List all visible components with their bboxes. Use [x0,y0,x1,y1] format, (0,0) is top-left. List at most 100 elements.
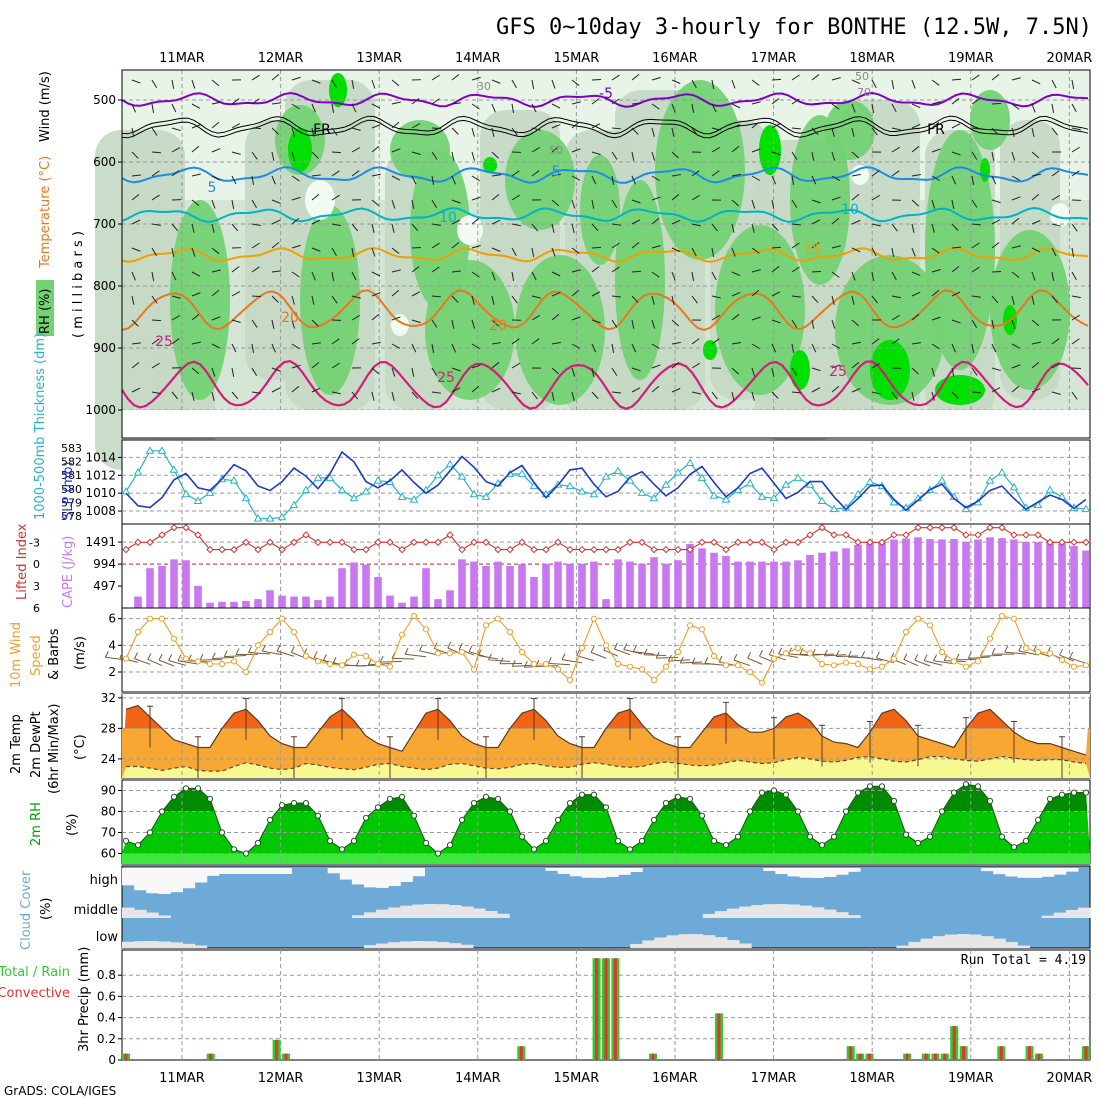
rh-point [1046,795,1054,803]
wind-barb [191,79,196,89]
wind-speed-point [590,615,598,622]
li-point [902,531,910,539]
temp-contour-15 [121,246,1089,263]
pressure-tick-label: 500 [93,93,116,107]
wind-barb [711,170,720,177]
rh-point [878,783,886,790]
wind-barb-10m [836,655,859,658]
wind-barb [731,391,735,401]
cloud-high-clear [763,868,776,871]
cloud-middle-clear [400,905,413,918]
wind-barb [851,388,861,393]
li-point [1046,538,1054,546]
wind-barb [231,98,240,105]
wind-barb [851,361,860,369]
wind-barb [571,316,581,321]
cloud-high-clear [182,868,196,889]
date-label-bottom: 19MAR [948,1071,994,1086]
cloud-middle-clear [424,904,438,918]
cape-bar [746,561,754,608]
wind-barb [651,245,661,249]
wind-barb [371,367,380,375]
wind-barb-tick [967,652,972,659]
wind-barb [1031,79,1041,85]
li-point [974,531,982,539]
date-label-top: 15MAR [554,51,600,66]
wind-barb [371,292,381,297]
wind-ticks: 6 4 2 [108,612,122,679]
rh-region-bright [329,73,347,107]
wind-barb [951,391,959,399]
cloud-middle-clear [775,904,788,918]
wind-barb [431,74,440,81]
date-label-top: 12MAR [258,51,304,66]
thickness-point [409,495,419,503]
wind-barb [871,247,877,257]
contour-label: 20 [281,310,299,326]
wind-barb-tick [313,651,318,658]
wind-barb [351,103,357,113]
wind-barb-tick [147,653,152,660]
wind-barb [931,289,940,297]
rh-point [182,785,190,792]
wind-barb [971,74,980,81]
wind-barb [1011,364,1021,369]
temp-area-mask [122,694,1090,756]
thickness-point [829,504,839,513]
cloud-middle-clear [702,913,716,918]
wind-barbs-upper [131,73,1082,401]
wind-speed-point [386,663,394,670]
wind-barb [1031,173,1041,177]
rh-point [1058,791,1066,798]
wind-barb [451,343,457,353]
wind-barb-10m [405,653,427,658]
thickness-point [313,473,323,481]
wind-barb [831,245,841,249]
wind-speed-point [206,660,214,668]
wind-barb [531,314,540,321]
wind-barb-tick [875,651,880,659]
wind-barb [491,127,495,137]
wind-barb [391,289,400,297]
wind-barb [151,247,158,257]
wind-speed-point [926,622,934,629]
wind-barb [911,223,915,233]
slp-tick-label: 1012 [85,468,116,482]
rh-point [242,850,250,857]
wind-barb [331,247,337,257]
wind-barb [591,319,601,324]
wind-barb [871,194,880,201]
wind-barb-tick [134,652,138,659]
wind-barb [811,367,821,372]
rh-ticks: 90 80 70 60 [101,784,122,861]
wind-barb [751,269,761,273]
date-label-top: 19MAR [948,51,994,66]
wind-barb [451,175,456,185]
wind-speed-point [878,663,886,670]
wind-barb [331,127,338,136]
wind-barb [431,199,438,208]
wind-barb [151,127,158,136]
cape-bar [854,544,862,608]
wind-barb [871,223,881,227]
wind-speed-series [122,612,1090,686]
wind-barb [471,196,481,201]
cloud-low-clear [460,944,474,948]
temp-contour-5 [121,166,1089,184]
wind-barb [411,98,420,105]
wind-barb [611,74,620,81]
wind-barb [471,127,475,137]
wind-barb [271,367,281,372]
wind-barb [771,199,775,209]
rh-point [962,781,970,788]
wind-barb-tick [933,654,938,662]
thickness-point [865,477,875,485]
wind-barb-tick [290,646,295,653]
wind-barb [391,247,400,254]
cloud-low-clear [654,937,667,948]
wind-barb-tick [379,655,384,663]
cloud-low-clear [146,941,159,948]
li-point [314,538,322,546]
wind-barb [1051,271,1055,281]
wind-barb [211,101,221,105]
